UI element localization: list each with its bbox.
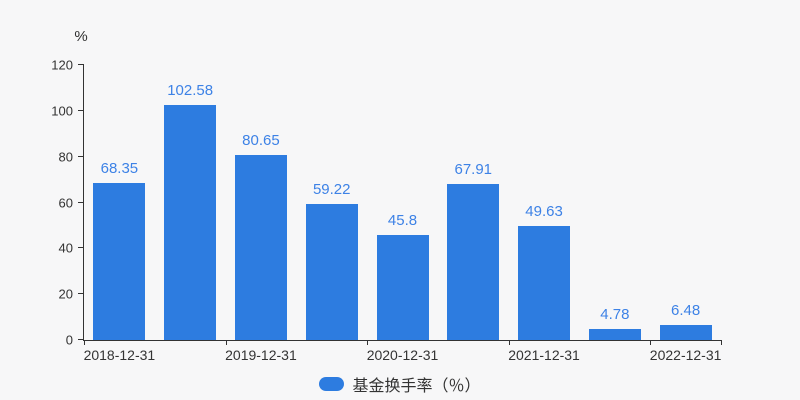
x-tick-label: 2022-12-31 bbox=[649, 347, 722, 363]
bar bbox=[93, 183, 146, 340]
bar bbox=[164, 104, 217, 340]
y-axis-tick bbox=[78, 64, 84, 65]
y-axis-tick bbox=[78, 109, 84, 111]
y-tick-label: 80 bbox=[58, 149, 73, 165]
x-axis-tick bbox=[367, 340, 369, 345]
y-axis-tick bbox=[78, 247, 84, 249]
y-tick-label: 60 bbox=[58, 195, 73, 210]
bar-value-label: 80.65 bbox=[242, 132, 280, 150]
plot-area: 0 20 40 60 80 100 120 68.35 102.58 80.65 59.22 45.8… bbox=[51, 59, 722, 362]
x-axis-tick bbox=[650, 340, 652, 345]
y-axis-tick bbox=[78, 293, 84, 295]
bar bbox=[234, 155, 287, 340]
bar bbox=[659, 325, 712, 340]
x-tick-label: 2021-12-31 bbox=[508, 347, 580, 363]
bar-value-label: 67.91 bbox=[454, 161, 493, 179]
legend-marker bbox=[319, 377, 345, 391]
y-axis-tick bbox=[78, 339, 84, 340]
bar bbox=[305, 204, 358, 340]
x-tick-label: 2018-12-31 bbox=[83, 347, 156, 363]
bar-value-label: 45.8 bbox=[387, 212, 418, 230]
legend-label: 基金换手率（％） bbox=[352, 378, 481, 395]
x-tick-label: 2020-12-31 bbox=[366, 347, 439, 363]
bar bbox=[447, 184, 500, 340]
x-tick-label: 2019-12-31 bbox=[225, 347, 297, 363]
y-tick-label: 40 bbox=[58, 240, 73, 256]
x-axis-tick bbox=[508, 340, 510, 345]
bar-value-label: 68.35 bbox=[100, 160, 139, 178]
bar bbox=[588, 329, 641, 340]
y-tick-label: 120 bbox=[51, 57, 73, 73]
x-axis-tick bbox=[84, 340, 85, 345]
bar-value-label: 49.63 bbox=[525, 203, 563, 221]
y-axis-unit-label: % bbox=[74, 28, 88, 45]
x-axis-tick bbox=[721, 340, 722, 345]
y-tick-label: 100 bbox=[51, 103, 73, 119]
y-tick-label: 0 bbox=[65, 332, 73, 348]
bar-value-label: 6.48 bbox=[671, 302, 701, 320]
x-axis-tick bbox=[225, 340, 227, 345]
bar-value-label: 4.78 bbox=[600, 306, 630, 324]
bar-value-label: 59.22 bbox=[312, 181, 351, 199]
bar bbox=[376, 235, 429, 340]
y-axis-tick bbox=[78, 201, 84, 203]
bar bbox=[518, 226, 571, 340]
y-axis-tick bbox=[78, 155, 84, 157]
y-tick-label: 20 bbox=[58, 286, 73, 302]
legend-item[interactable]: 基金换手率（％） bbox=[0, 372, 800, 396]
bar-value-label: 102.58 bbox=[167, 81, 214, 99]
